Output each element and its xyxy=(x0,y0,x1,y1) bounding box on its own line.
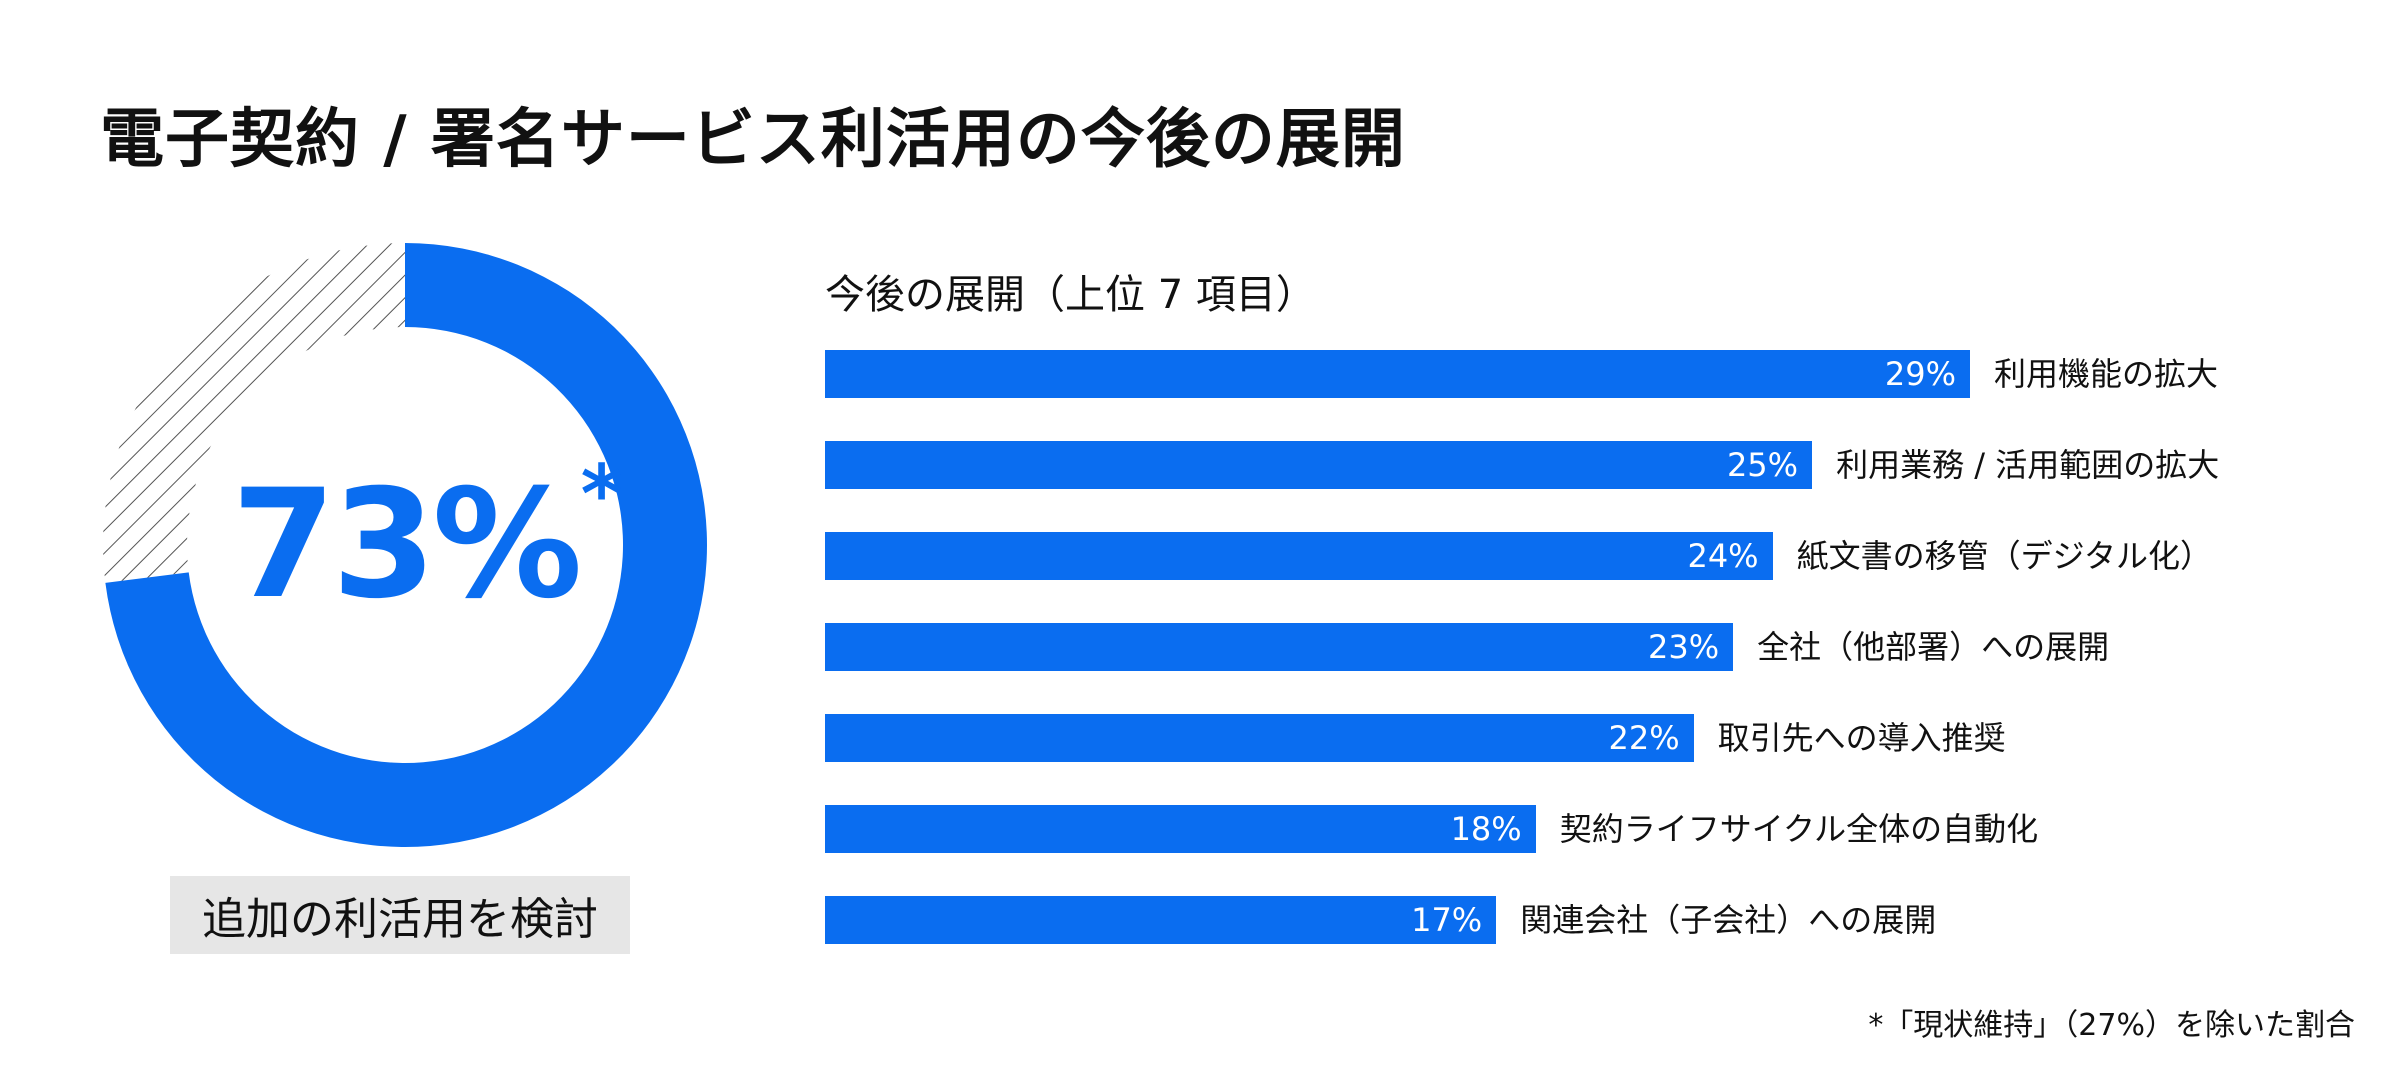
bar-row: 24% 紙文書の移管（デジタル化） xyxy=(825,532,2225,580)
donut-chart: 73% * xyxy=(100,240,710,850)
bar-value-label: 24% xyxy=(1687,537,1759,575)
bar: 18% xyxy=(825,805,1536,853)
bar: 23% xyxy=(825,623,1734,671)
donut-slice-rest xyxy=(102,243,405,583)
donut-label: 追加の利活用を検討 xyxy=(170,876,630,954)
bar-value-label: 23% xyxy=(1647,628,1720,666)
bar-category-label: 全社（他部署）への展開 xyxy=(1757,628,2110,666)
bar-value-label: 25% xyxy=(1726,446,1799,484)
bar-row: 18% 契約ライフサイクル全体の自動化 xyxy=(825,805,2225,853)
bar-category-label: 関連会社（子会社）への展開 xyxy=(1520,901,1937,939)
bar-category-label: 紙文書の移管（デジタル化） xyxy=(1796,537,2212,575)
bar-value-label: 17% xyxy=(1411,901,1483,939)
bar-row: 17% 関連会社（子会社）への展開 xyxy=(825,896,2225,944)
bar: 24% xyxy=(825,532,1773,580)
bar-row: 29% 利用機能の拡大 xyxy=(825,350,2225,398)
bar-category-label: 利用業務 / 活用範囲の拡大 xyxy=(1836,446,2220,484)
bar-chart-title: 今後の展開（上位 7 項目） xyxy=(825,272,1316,318)
bar-chart: 29% 利用機能の拡大 25% 利用業務 / 活用範囲の拡大 24% 紙文書の移管（デジタ… xyxy=(825,350,2225,950)
donut-svg xyxy=(102,243,708,847)
bar-category-label: 利用機能の拡大 xyxy=(1994,355,2219,393)
bar-value-label: 18% xyxy=(1450,810,1522,848)
bar-value-label: 29% xyxy=(1884,355,1956,393)
bar: 22% xyxy=(825,714,1694,762)
page-title: 電子契約 / 署名サービス利活用の今後の展開 xyxy=(100,103,1406,177)
bar: 17% xyxy=(825,896,1497,944)
bar-value-label: 22% xyxy=(1608,719,1680,757)
bar-row: 22% 取引先への導入推奨 xyxy=(825,714,2225,762)
bar-row: 23% 全社（他部署）への展開 xyxy=(825,623,2225,671)
bar: 25% xyxy=(825,441,1813,489)
footnote: *「現状維持」（27%）を除いた割合 xyxy=(1868,1008,2355,1043)
bar: 29% xyxy=(825,350,1970,398)
bar-row: 25% 利用業務 / 活用範囲の拡大 xyxy=(825,441,2225,489)
bar-category-label: 契約ライフサイクル全体の自動化 xyxy=(1559,810,2039,848)
bar-category-label: 取引先への導入推奨 xyxy=(1717,719,2006,757)
